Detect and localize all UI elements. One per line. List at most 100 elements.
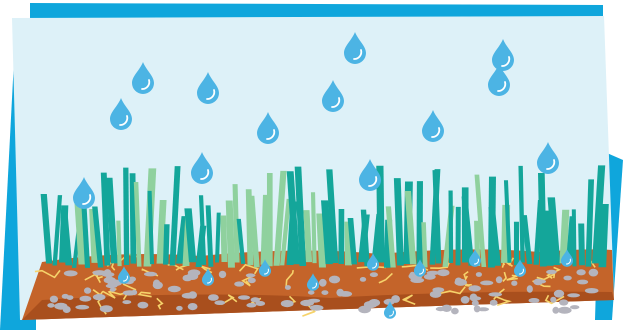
grass-blade-icon [461, 196, 475, 266]
raindrop-icon [537, 142, 559, 174]
pebble-icon [526, 285, 533, 293]
soil-crack-icon [495, 295, 512, 307]
grass-blade-icon [184, 208, 197, 263]
pebble-icon [75, 304, 90, 310]
soil-crack-icon [106, 257, 117, 271]
grass-blade-icon [163, 224, 170, 265]
grass-blade-icon [105, 177, 118, 264]
pebble-icon [79, 295, 92, 302]
grass-blade-icon [133, 182, 142, 267]
raindrop-icon [468, 249, 482, 267]
grass-blade-icon [273, 170, 287, 266]
pebble-icon [122, 290, 137, 296]
grass-blade-icon [376, 165, 385, 263]
pebble-icon [128, 276, 136, 282]
grass-blade-icon [169, 166, 181, 266]
grass-blade-icon [116, 220, 122, 267]
pebble-icon [488, 292, 503, 297]
pebble-icon [426, 270, 440, 275]
raindrop-icon [383, 301, 397, 319]
raindrop-icon [201, 268, 215, 286]
pebble-icon [475, 272, 482, 277]
soil-crack-icon [378, 272, 393, 284]
grass-blade-icon [303, 210, 313, 263]
pebble-icon [391, 295, 400, 303]
grass-blade-icon [310, 192, 317, 264]
pebble-icon [137, 301, 149, 309]
pebble-icon [167, 285, 181, 293]
pebble-icon [328, 275, 341, 284]
pebble-icon [234, 281, 245, 287]
pebble-icon [109, 287, 116, 292]
pebble-icon [471, 300, 479, 306]
pebble-icon [553, 289, 565, 298]
pebble-icon [153, 279, 161, 287]
grass-blade-icon [521, 215, 533, 264]
raindrop-icon [488, 64, 510, 96]
pebble-icon [437, 269, 450, 277]
grass-blade-icon [571, 209, 577, 267]
raindrop-icon [366, 253, 380, 271]
pebble-icon [218, 270, 227, 279]
pebble-icon [528, 298, 540, 303]
grass-blade-icon [286, 171, 300, 265]
pebble-icon [435, 306, 446, 312]
pebble-icon [187, 269, 201, 277]
raindrop-icon [73, 177, 95, 209]
grass-blade-icon [421, 222, 428, 268]
soil-crack-icon [506, 274, 518, 281]
grass-blade-icon [220, 215, 228, 263]
grass-blade-icon [488, 207, 501, 266]
grass-blade-icon [225, 200, 235, 268]
grass-blade-icon [123, 167, 130, 265]
pebble-icon [429, 290, 442, 298]
pebbles [47, 268, 599, 315]
grass-blade-icon [538, 172, 547, 267]
grass-blade-icon [347, 218, 358, 265]
grass-blade-icon [320, 200, 333, 265]
pebble-icon [280, 300, 294, 308]
raindrop-icon [513, 259, 527, 277]
pebble-icon [552, 306, 560, 314]
grass-blade-icon [518, 165, 525, 263]
soil-crack-icon [238, 263, 259, 275]
soil-crack-icon [402, 294, 416, 306]
grass-blade-icon [205, 205, 214, 267]
grass-blade-icon [547, 197, 561, 265]
pebble-icon [577, 279, 589, 285]
soil-crack-icon [462, 281, 472, 287]
grass-blade-icon [60, 211, 73, 266]
pebble-icon [468, 285, 481, 292]
pebble-icon [176, 305, 183, 311]
pebble-icon [469, 296, 482, 301]
pebble-icon [473, 305, 481, 313]
pebble-icon [319, 278, 327, 287]
soil-crack-icon [463, 270, 469, 281]
grass-blade-icon [404, 190, 417, 265]
grass-blade-icon [236, 218, 246, 264]
raindrop-icon [306, 273, 320, 291]
pebble-icon [557, 306, 572, 314]
pebble-icon [563, 275, 572, 281]
grass-blade-icon [385, 206, 396, 268]
pebble-icon [144, 271, 157, 277]
grass-blades [40, 165, 609, 268]
pebble-icon [369, 272, 378, 278]
raindrops [73, 32, 574, 319]
pebble-icon [495, 276, 503, 284]
soil-crack-icon [156, 297, 164, 310]
pebble-icon [480, 280, 494, 286]
raindrop-icon [258, 259, 272, 277]
pebble-icon [54, 302, 68, 310]
grass-blade-icon [266, 173, 273, 267]
soil-crack-icon [220, 294, 238, 306]
grass-blade-icon [455, 206, 461, 266]
soil-crack-icon [285, 269, 294, 287]
pebble-icon [477, 307, 490, 312]
grass-blade-icon [198, 195, 207, 265]
pebble-icon [451, 307, 459, 315]
soil-crack-icon [34, 269, 61, 279]
grass-blade-icon [578, 223, 585, 266]
pebble-icon [214, 300, 226, 306]
